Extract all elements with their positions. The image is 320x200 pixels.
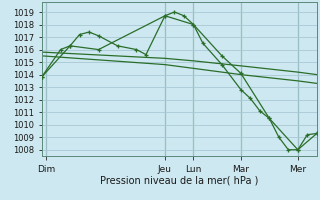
X-axis label: Pression niveau de la mer( hPa ): Pression niveau de la mer( hPa ) [100,175,258,185]
